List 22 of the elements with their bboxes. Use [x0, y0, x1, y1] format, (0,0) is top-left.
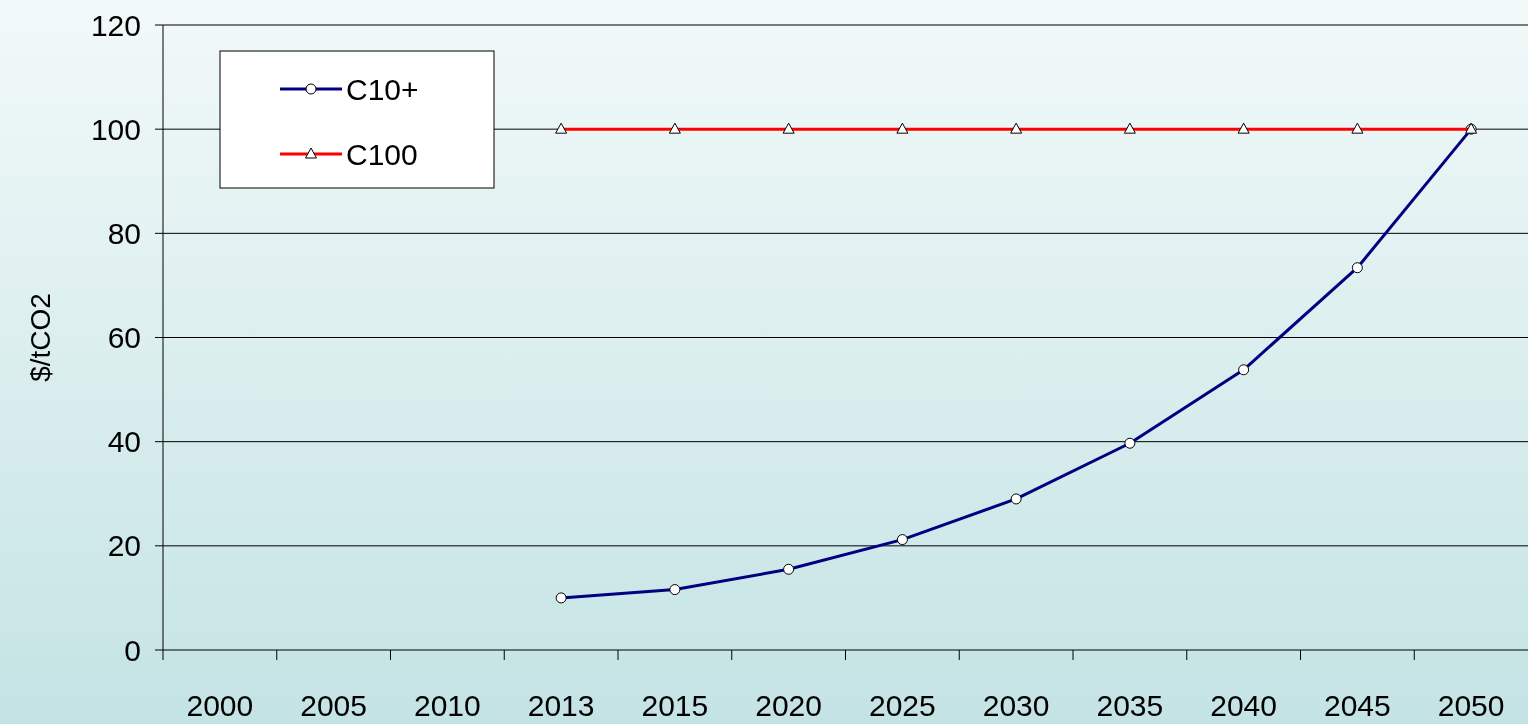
y-tick-label: 60 [107, 321, 141, 354]
legend-label: C10+ [346, 72, 419, 106]
x-tick-label: 2025 [869, 689, 936, 722]
x-tick-label: 2000 [186, 689, 254, 722]
x-tick-label: 2020 [755, 689, 822, 722]
x-tick-label: 2005 [300, 689, 367, 722]
y-tick-label: 0 [124, 633, 141, 667]
y-tick-label: 40 [107, 425, 141, 459]
x-tick-label: 2030 [982, 689, 1050, 722]
x-tick-label: 2010 [414, 689, 481, 722]
x-tick-label: 2013 [527, 689, 595, 722]
x-tick-label: 2035 [1096, 689, 1164, 722]
x-tick-label: 2050 [1437, 689, 1505, 722]
x-tick-label: 2040 [1210, 689, 1277, 722]
x-tick-label: 2045 [1324, 689, 1391, 722]
legend-label: C100 [346, 137, 418, 171]
x-tick-label: 2015 [641, 689, 709, 722]
y-tick-label: 120 [90, 8, 141, 42]
y-tick-label: 80 [107, 216, 141, 250]
y-tick-label: 100 [90, 112, 141, 146]
y-axis-title: $/tCO2 [25, 293, 56, 382]
y-tick-label: 20 [107, 529, 141, 563]
